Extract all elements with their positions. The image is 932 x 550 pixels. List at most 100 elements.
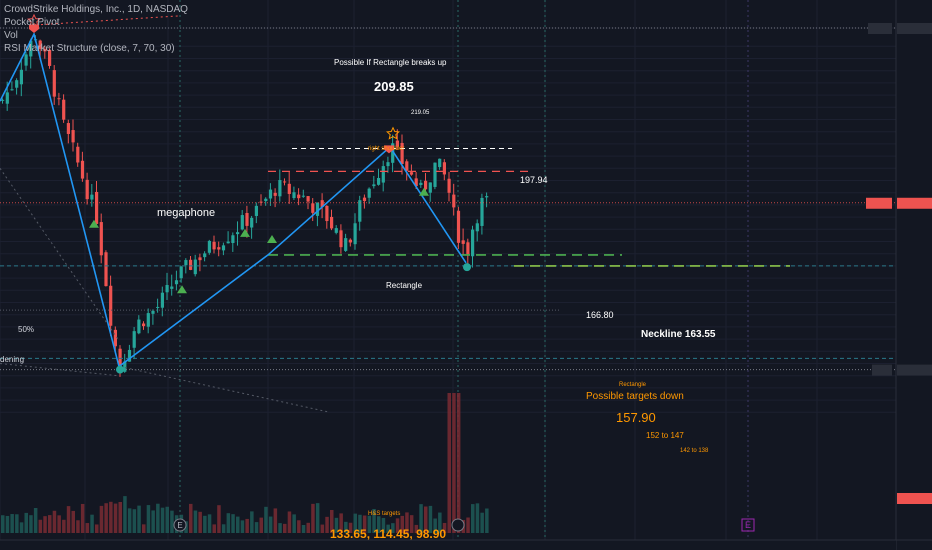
volume-bar	[137, 505, 141, 533]
volume-bar	[90, 514, 94, 533]
volume-bar	[80, 503, 85, 533]
volume-bar	[424, 506, 428, 533]
rectangle-small-label: Rectangle	[619, 382, 647, 388]
volume-bar	[315, 503, 320, 533]
volume-bar	[160, 507, 165, 533]
volume-bar	[29, 515, 33, 533]
volume-bar	[245, 518, 249, 533]
volume-bar	[221, 524, 226, 533]
volume-bar	[236, 516, 240, 533]
earnings-badge-icon	[451, 518, 465, 532]
indicator-rsi[interactable]: RSI Market Structure (close, 7, 70, 30)	[4, 43, 175, 54]
volume-bar	[475, 503, 480, 533]
structure-high-marker	[29, 24, 39, 33]
candle-body	[113, 329, 117, 347]
candle-body	[151, 310, 155, 314]
pocket-pivot-marker	[419, 187, 429, 196]
candle-body	[99, 222, 103, 256]
candle-body	[330, 216, 334, 229]
candle-body	[245, 213, 249, 226]
hs-targets-label: H&S targets	[368, 511, 400, 517]
volume-bar	[57, 515, 61, 533]
candle-body	[442, 162, 446, 175]
candle-body	[320, 200, 324, 207]
volume-bar	[377, 516, 381, 533]
candle-body	[132, 331, 136, 348]
pocket-pivot-marker	[177, 285, 187, 294]
candle-body	[109, 285, 113, 326]
candle-body	[461, 240, 465, 244]
volume-bar	[367, 515, 372, 533]
candle-body	[424, 180, 428, 190]
candle-body	[137, 319, 141, 334]
volume-bar	[10, 514, 14, 533]
candle-body	[236, 232, 240, 235]
candle-body	[127, 349, 132, 362]
candle-body	[386, 162, 390, 167]
candle-body	[184, 260, 188, 266]
volume-bar	[217, 505, 221, 533]
candle-body	[198, 257, 202, 261]
candle-body	[104, 252, 108, 287]
structure-low-marker	[116, 365, 124, 374]
indicator-pocket-pivot[interactable]: Pocket Pivot	[4, 17, 60, 28]
candle-body	[325, 205, 329, 222]
volume-bar	[99, 505, 104, 533]
volume-bar	[320, 524, 325, 533]
volume-bar	[362, 515, 367, 533]
candle-body	[395, 140, 399, 147]
volume-bar	[52, 510, 57, 533]
candle-body	[90, 194, 94, 200]
volume-bar	[400, 515, 404, 533]
volume-bar	[447, 393, 451, 533]
volume-bar	[297, 520, 301, 533]
candle-body	[348, 239, 352, 243]
volume-bar	[409, 515, 414, 533]
candle-body	[344, 238, 348, 251]
volume-bar	[165, 506, 169, 533]
candle-body	[334, 228, 338, 233]
candle-body	[52, 70, 56, 97]
candle-body	[287, 183, 291, 194]
volume-bar	[438, 512, 442, 533]
candle-body	[358, 200, 362, 222]
candle-body	[433, 162, 437, 187]
candle-body	[315, 202, 320, 216]
volume-bar	[85, 523, 90, 533]
candle-body	[62, 99, 66, 120]
candle-body	[306, 196, 310, 202]
candle-body	[146, 313, 150, 327]
volume-bar	[48, 515, 52, 533]
volume-bar	[325, 516, 329, 533]
volume-badge	[897, 493, 932, 504]
volume-bar	[348, 522, 353, 533]
down-target-label: 157.90	[616, 410, 656, 425]
candle-body	[273, 192, 277, 196]
last-price-badge	[897, 197, 932, 209]
volume-bar	[250, 511, 254, 533]
candle-body	[1, 99, 5, 101]
candle-body	[438, 158, 442, 168]
volume-bars	[1, 393, 489, 533]
volume-bar	[334, 517, 339, 533]
candle-body	[85, 179, 89, 200]
candle-body	[278, 180, 282, 197]
candle-body	[19, 69, 23, 85]
candle-body	[217, 247, 221, 250]
candle-body	[203, 253, 207, 258]
candle-body	[452, 194, 456, 208]
chart-legend[interactable]: CrowdStrike Holdings, Inc., 1D, NASDAQ P…	[4, 3, 188, 55]
symbol-title[interactable]: CrowdStrike Holdings, Inc., 1D, NASDAQ	[4, 4, 188, 15]
high-badge	[868, 23, 892, 34]
candle-body	[447, 178, 451, 193]
up-target2-label: 219.05	[411, 110, 430, 116]
candle-body	[381, 166, 385, 183]
volume-bar	[485, 508, 489, 533]
candle-body	[207, 240, 211, 253]
indicator-volume[interactable]: Vol	[4, 30, 18, 41]
volume-bar	[240, 520, 245, 533]
candle-body	[156, 306, 160, 308]
candle-body	[15, 80, 19, 88]
candle-body	[268, 189, 273, 199]
